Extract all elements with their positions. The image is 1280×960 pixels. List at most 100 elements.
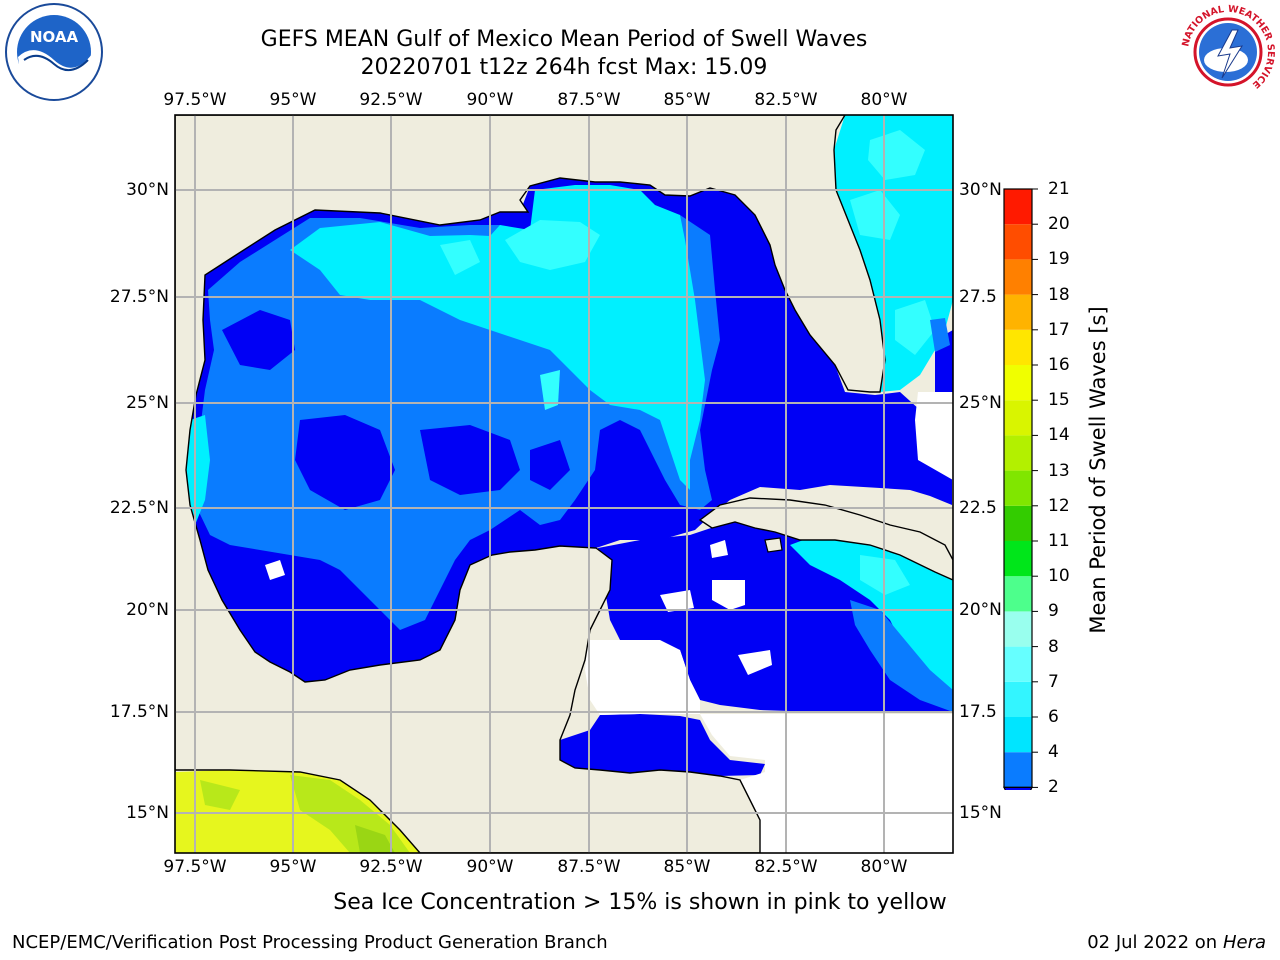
colorbar-tick-label: 8	[1048, 636, 1059, 657]
lon-label-bottom: 85°W	[663, 857, 711, 877]
colorbar-segment	[1004, 224, 1032, 260]
sea-ice-note: Sea Ice Concentration > 15% is shown in …	[333, 890, 947, 915]
pacific-ice-green	[200, 780, 240, 810]
noaa-logo: NOAA	[5, 3, 103, 101]
lat-label-right: 22.5	[959, 498, 997, 518]
colorbar-frame	[1003, 188, 1033, 789]
colorbar-tick-label: 10	[1048, 566, 1070, 587]
no-data-patch	[738, 650, 772, 675]
colorbar-tick-label: 7	[1048, 671, 1059, 692]
colorbar-segment	[1004, 681, 1032, 717]
lon-label-bottom: 87.5°W	[557, 857, 621, 877]
lon-label-top: 97.5°W	[163, 90, 227, 110]
atlantic-lightcyan-patch	[868, 130, 925, 180]
no-data-patch	[660, 590, 694, 612]
colorbar-tick-label: 18	[1048, 284, 1070, 305]
lon-label-bottom: 97.5°W	[163, 857, 227, 877]
chart-title: GEFS MEAN Gulf of Mexico Mean Period of …	[260, 27, 868, 52]
gulf-lightcyan-patch	[540, 370, 560, 410]
footer-branch: NCEP/EMC/Verification Post Processing Pr…	[12, 932, 608, 953]
lon-label-top: 80°W	[860, 90, 908, 110]
lat-label-right: 20°N	[959, 600, 1002, 620]
colorbar-tick-label: 9	[1048, 601, 1059, 622]
colorbar-segment	[1004, 329, 1032, 365]
pacific-coastline	[175, 769, 421, 853]
footer-date: 02 Jul 2022 on Hera	[1087, 932, 1266, 953]
lat-label-left: 15°N	[126, 803, 169, 823]
colorbar-segment	[1004, 505, 1032, 541]
lat-label-left: 25°N	[126, 393, 169, 413]
colorbar-segment	[1004, 752, 1032, 788]
colorbar-tick-label: 11	[1048, 531, 1070, 551]
lon-label-bottom: 90°W	[466, 857, 514, 877]
lat-label-left: 27.5°N	[109, 287, 169, 307]
colorbar-tick-label: 14	[1048, 425, 1070, 446]
gulf-blue-patch	[222, 310, 295, 370]
gulf-blue-patch	[295, 415, 395, 510]
colorbar-title: Mean Period of Swell Waves [s]	[1086, 306, 1110, 634]
lat-label-left: 20°N	[126, 600, 169, 620]
footer-date-text: 02 Jul 2022 on	[1087, 932, 1223, 953]
lon-label-bottom: 92.5°W	[359, 857, 423, 877]
no-data-patch	[265, 560, 285, 580]
colorbar-tick-label: 20	[1048, 214, 1070, 235]
chart-subtitle: 20220701 t12z 264h fcst Max: 15.09	[360, 55, 768, 80]
no-data-patch	[915, 392, 953, 480]
colorbar-segment	[1004, 611, 1032, 647]
footer-host: Hera	[1222, 932, 1266, 953]
lat-label-left: 17.5°N	[109, 702, 169, 722]
lat-label-left: 22.5°N	[109, 498, 169, 518]
colorbar-segment	[1004, 717, 1032, 753]
no-data-patch	[585, 640, 700, 715]
gulf-blue-patch	[530, 440, 570, 490]
lat-label-right: 25°N	[959, 393, 1002, 413]
no-data-patch	[710, 540, 728, 558]
lat-label-right: 30°N	[959, 180, 1002, 200]
colorbar-tick-label: 2	[1048, 777, 1059, 798]
colorbar	[1003, 188, 1038, 790]
colorbar-segment	[1004, 576, 1032, 612]
colorbar-segment	[1004, 435, 1032, 471]
lat-label-right: 15°N	[959, 803, 1002, 823]
caribbean-mediumblue-region	[850, 600, 953, 712]
no-data-patch	[712, 580, 745, 610]
colorbar-tick-label: 13	[1048, 460, 1070, 481]
gulf-lightcyan-patch	[440, 240, 480, 275]
cuba-land	[698, 497, 953, 581]
colorbar-tick-label: 4	[1048, 742, 1059, 763]
lon-label-top: 87.5°W	[557, 90, 621, 110]
pacific-ice-green	[355, 825, 395, 853]
lon-label-bottom: 80°W	[860, 857, 908, 877]
colorbar-tick-label: 12	[1048, 495, 1070, 516]
colorbar-segment	[1004, 470, 1032, 506]
lon-label-top: 90°W	[466, 90, 514, 110]
colorbar-segment	[1004, 189, 1032, 225]
colorbar-tick-label: 15	[1048, 390, 1070, 411]
lon-label-top: 92.5°W	[359, 90, 423, 110]
noaa-logo-text: NOAA	[30, 28, 79, 46]
lon-label-top: 82.5°W	[754, 90, 818, 110]
gulf-blue-patch	[420, 425, 520, 495]
lon-label-top: 95°W	[269, 90, 317, 110]
colorbar-tick-label: 6	[1048, 707, 1059, 727]
map-frame	[174, 114, 954, 854]
map-gridlines	[175, 115, 953, 853]
lon-label-bottom: 95°W	[269, 857, 317, 877]
colorbar-tick-label: 16	[1048, 355, 1070, 375]
lon-label-bottom: 82.5°W	[754, 857, 818, 877]
atlantic-lightcyan-patch	[895, 300, 935, 355]
nws-logo: NATIONAL WEATHER SERVICE	[1180, 4, 1276, 99]
colorbar-tick-label: 17	[1048, 319, 1070, 340]
gulf-lightcyan-patch	[505, 220, 600, 270]
lon-label-top: 85°W	[663, 90, 711, 110]
no-data-patch	[700, 714, 953, 853]
colorbar-tick-label: 21	[1048, 179, 1070, 199]
honduras-blue-region	[560, 714, 765, 776]
isle-of-youth-land	[764, 537, 783, 553]
gulf-cyan-region	[290, 185, 705, 490]
colorbar-tick-label: 19	[1048, 249, 1070, 270]
lat-label-left: 30°N	[126, 180, 169, 200]
lat-label-right: 17.5	[959, 702, 997, 722]
colorbar-segment	[1004, 365, 1032, 401]
